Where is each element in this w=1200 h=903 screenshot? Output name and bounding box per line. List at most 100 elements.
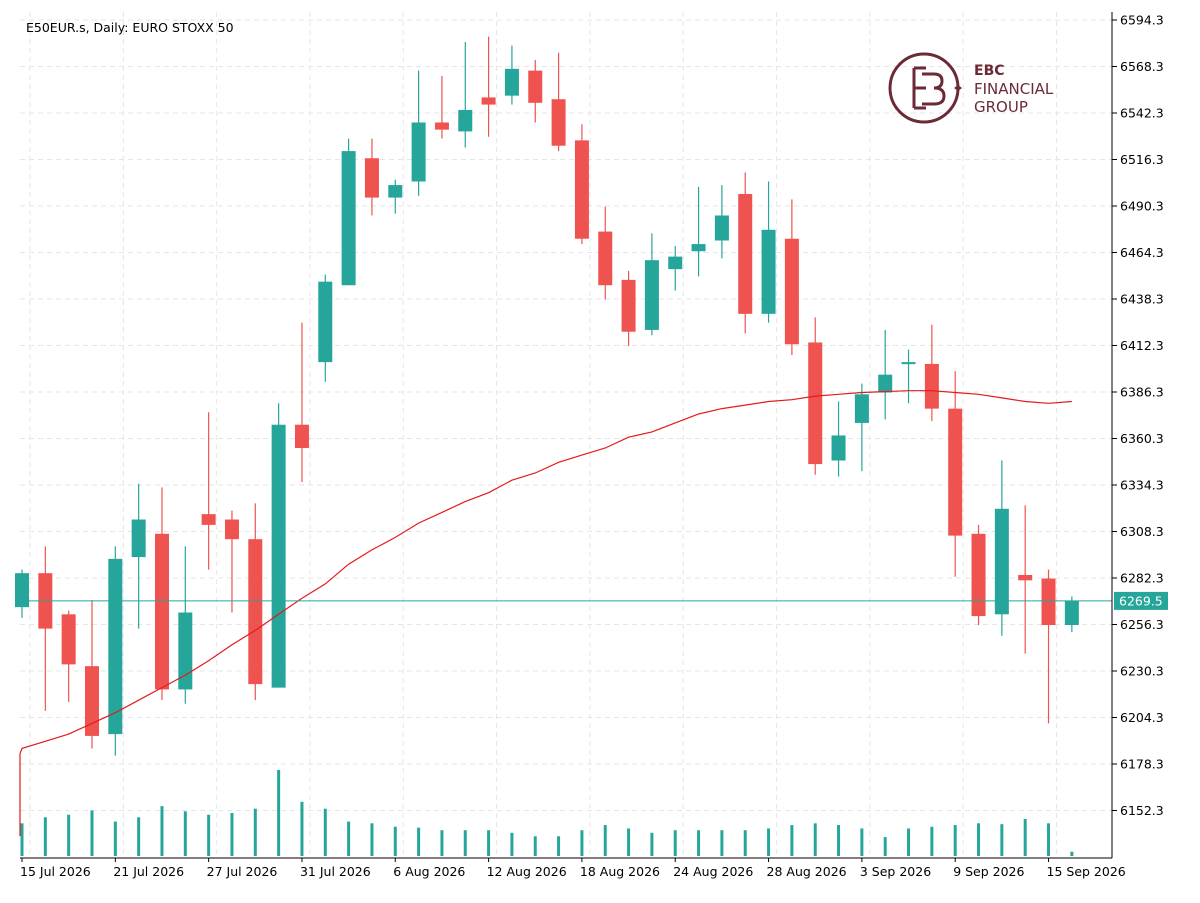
candle-body	[434, 122, 449, 130]
candle	[388, 179, 403, 214]
candle	[364, 138, 379, 216]
candle	[248, 503, 263, 701]
price-tick-label: 6568.3	[1120, 59, 1164, 74]
candle-body	[878, 374, 893, 393]
price-tick-label: 6308.3	[1120, 524, 1164, 539]
candle	[224, 510, 239, 613]
price-tick-label: 6386.3	[1120, 385, 1164, 400]
candle	[108, 546, 123, 756]
candle-body	[108, 558, 123, 735]
candle	[714, 185, 729, 259]
price-tick-label: 6490.3	[1120, 199, 1164, 214]
time-tick-label: 18 Aug 2026	[580, 864, 660, 879]
candle-body	[318, 281, 333, 363]
price-tick-label: 6256.3	[1120, 617, 1164, 632]
candle	[878, 329, 893, 420]
candle-body	[924, 363, 939, 409]
price-tick-label: 6360.3	[1120, 431, 1164, 446]
candle-body	[691, 244, 706, 252]
candle-body	[738, 194, 753, 314]
price-tick-label: 6334.3	[1120, 478, 1164, 493]
candle-body	[201, 514, 216, 525]
candle-body	[808, 342, 823, 465]
candle	[504, 45, 519, 105]
candle-body	[248, 539, 263, 685]
candle	[994, 460, 1009, 636]
price-tick-label: 6152.3	[1120, 803, 1164, 818]
moving-average-line	[19, 390, 1072, 837]
brand-logo: EBC FINANCIAL GROUP	[886, 50, 1076, 126]
time-axis: 15 Jul 2026 21 Jul 2026 27 Jul 2026 31 Jul …	[20, 858, 1126, 879]
candle-body	[528, 70, 543, 103]
candle-body	[61, 614, 76, 665]
price-tick-label: 6516.3	[1120, 152, 1164, 167]
candle	[901, 349, 916, 404]
brand-wordmark: EBC FINANCIAL GROUP	[974, 62, 1053, 116]
candle	[574, 124, 589, 245]
candle	[784, 199, 799, 355]
time-tick-label: 9 Sep 2026	[953, 864, 1024, 879]
candle	[668, 245, 683, 291]
candle	[61, 610, 76, 702]
candle	[528, 59, 543, 123]
candle	[854, 383, 869, 472]
candle-body	[901, 362, 916, 365]
candle	[924, 324, 939, 422]
candle	[621, 270, 636, 347]
candle-body	[761, 229, 776, 314]
candle	[154, 487, 169, 701]
chart-title: E50EUR.s, Daily: EURO STOXX 50	[26, 20, 234, 35]
time-tick-label: 3 Sep 2026	[860, 864, 931, 879]
candle	[15, 569, 29, 618]
candle	[738, 172, 753, 334]
candle-body	[15, 573, 29, 608]
price-tick-label: 6178.3	[1120, 757, 1164, 772]
candle	[971, 524, 986, 626]
current-price-box	[1114, 591, 1168, 610]
time-tick-label: 6 Aug 2026	[393, 864, 465, 879]
candle-body	[388, 185, 403, 198]
candle-body	[84, 666, 99, 736]
grid	[20, 12, 1112, 858]
candle-body	[458, 109, 473, 132]
candle-body	[854, 394, 869, 423]
time-tick-label: 15 Jul 2026	[20, 864, 91, 879]
candle-body	[271, 424, 286, 688]
candle-body	[1018, 574, 1033, 581]
candle	[948, 371, 963, 577]
candle-body	[131, 519, 146, 558]
price-tick-label: 6204.3	[1120, 710, 1164, 725]
candle-body	[551, 99, 566, 146]
brand-monogram-icon	[888, 52, 962, 124]
candle	[131, 483, 146, 629]
candle	[411, 70, 426, 196]
candle-body	[504, 68, 519, 96]
candle-body	[574, 140, 589, 239]
candle	[1018, 505, 1033, 654]
price-tick-label: 6282.3	[1120, 571, 1164, 586]
candle	[644, 233, 659, 336]
current-price-tag: 6269.5	[1114, 591, 1168, 610]
candle	[458, 41, 473, 148]
price-tick-label: 6464.3	[1120, 245, 1164, 260]
price-axis: 6594.3 6568.3 6542.3 6516.3 6490.3 6464.3 6438…	[1112, 13, 1164, 818]
candle	[761, 181, 776, 323]
candle-body	[598, 231, 613, 286]
candle-body	[481, 97, 496, 105]
candle	[271, 403, 286, 688]
candle	[831, 401, 846, 477]
candle-body	[784, 238, 799, 345]
candle	[1041, 569, 1056, 724]
candle	[38, 546, 53, 711]
time-tick-label: 27 Jul 2026	[207, 864, 278, 879]
current-price-label: 6269.5	[1119, 593, 1163, 608]
time-tick-label: 21 Jul 2026	[113, 864, 184, 879]
candle-body	[971, 533, 986, 617]
candle-body	[994, 508, 1009, 615]
candle-body	[154, 533, 169, 690]
candle-body	[1064, 600, 1079, 626]
candle-body	[621, 279, 636, 332]
candle-body	[948, 408, 963, 536]
candle	[178, 546, 193, 704]
